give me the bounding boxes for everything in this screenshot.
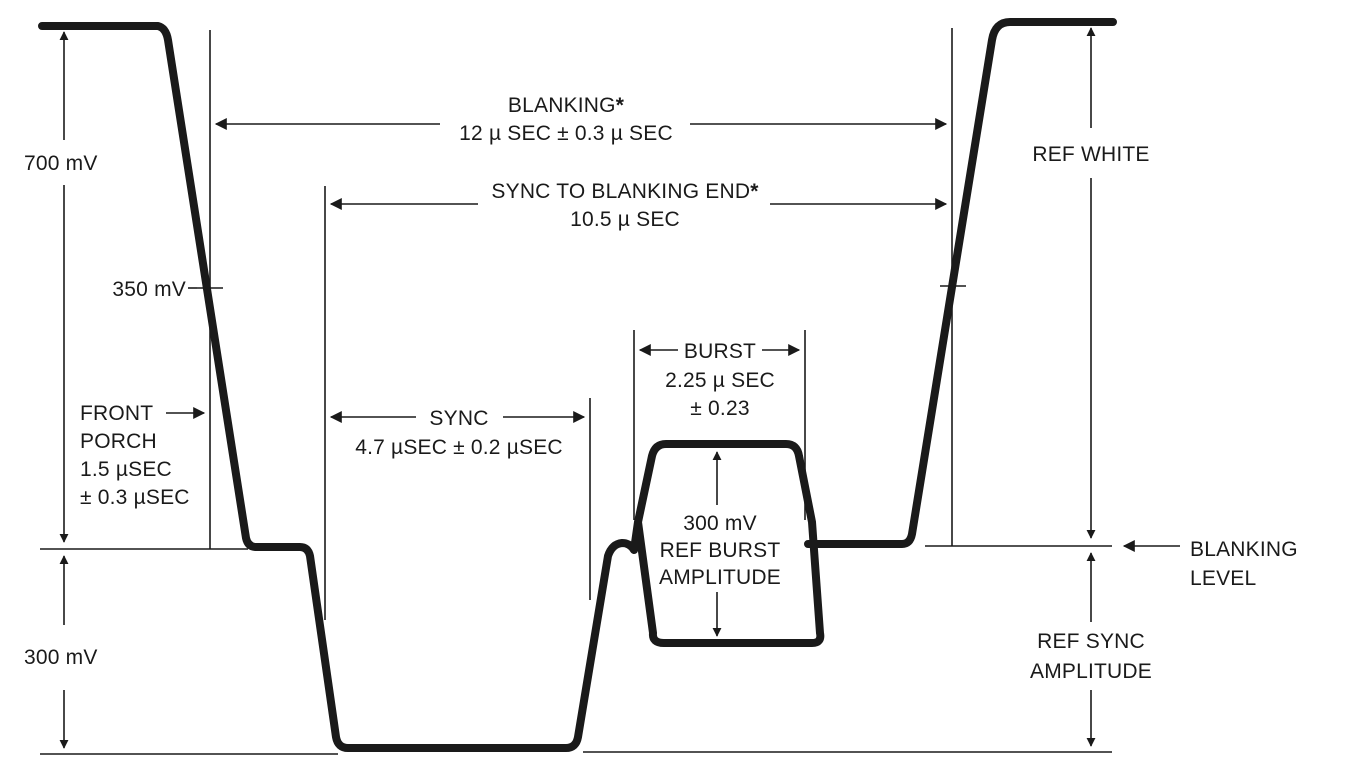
label-350mv: 350 mV: [112, 278, 186, 301]
label-front-porch-2: PORCH: [80, 430, 157, 453]
label-ref-sync-2: AMPLITUDE: [1030, 660, 1152, 683]
label-700mv: 700 mV: [24, 152, 98, 175]
label-blanking: BLANKING*: [508, 94, 625, 117]
label-burst-duration: 2.25 µ SEC: [665, 369, 775, 392]
label-burst: BURST: [684, 340, 756, 363]
label-burst-amplitude-3: AMPLITUDE: [659, 566, 781, 589]
label-blanking-level-1: BLANKING: [1190, 538, 1298, 561]
label-burst-tolerance: ± 0.23: [690, 397, 749, 420]
label-blanking-level-2: LEVEL: [1190, 567, 1256, 590]
label-front-porch-4: ± 0.3 µSEC: [80, 486, 190, 509]
label-front-porch-3: 1.5 µSEC: [80, 458, 172, 481]
label-ref-white: REF WHITE: [1032, 143, 1149, 166]
label-sync-duration: 4.7 µSEC ± 0.2 µSEC: [355, 436, 563, 459]
label-300mv: 300 mV: [24, 646, 98, 669]
label-blanking-duration: 12 µ SEC ± 0.3 µ SEC: [459, 122, 673, 145]
label-sync: SYNC: [429, 407, 488, 430]
label-sync-to-blanking-end: SYNC TO BLANKING END*: [491, 180, 759, 203]
label-front-porch-1: FRONT: [80, 402, 153, 425]
label-burst-amplitude-2: REF BURST: [660, 539, 781, 562]
label-sync-to-blanking-end-duration: 10.5 µ SEC: [570, 208, 680, 231]
label-ref-sync-1: REF SYNC: [1037, 630, 1145, 653]
label-burst-amplitude-1: 300 mV: [683, 512, 757, 535]
